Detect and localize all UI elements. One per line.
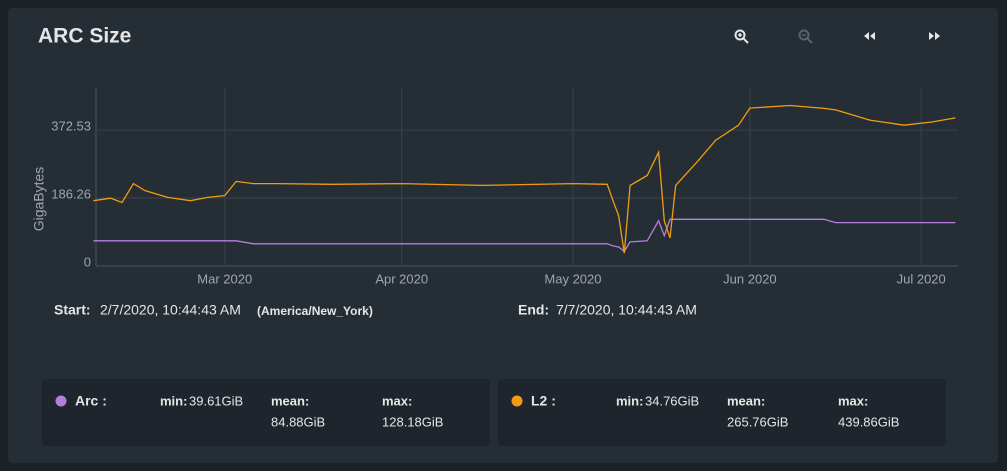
legend-box xyxy=(42,379,490,446)
stat-value: 439.86GiB xyxy=(838,414,899,429)
end-label: End: xyxy=(518,302,549,318)
stat-value: 265.76GiB xyxy=(727,414,788,429)
legend-name: L2 : xyxy=(531,393,556,409)
stat-value: 34.76GiB xyxy=(645,393,699,408)
stat-label: mean: xyxy=(271,393,309,408)
stat-value: 39.61GiB xyxy=(189,393,243,408)
series-line xyxy=(93,218,956,253)
x-tick-label: May 2020 xyxy=(544,271,601,286)
y-axis-label: GigaBytes xyxy=(31,167,47,232)
y-tick-label: 372.53 xyxy=(51,119,91,134)
start-label: Start: xyxy=(54,302,91,318)
timezone: (America/New_York) xyxy=(257,304,373,318)
stat-label: max: xyxy=(382,393,412,408)
chart-title: ARC Size xyxy=(38,25,131,48)
stat-value: 128.18GiB xyxy=(382,414,443,429)
x-tick-label: Jul 2020 xyxy=(897,271,946,286)
forward-button[interactable] xyxy=(929,32,940,40)
end-value: 7/7/2020, 10:44:43 AM xyxy=(556,302,697,318)
stat-value: 84.88GiB xyxy=(271,414,325,429)
y-tick-label: 186.26 xyxy=(51,186,91,201)
series-line xyxy=(93,104,956,254)
stat-label: mean: xyxy=(727,393,765,408)
x-tick-label: Jun 2020 xyxy=(723,271,777,286)
zoom-in-button[interactable] xyxy=(734,29,749,44)
legend-dot xyxy=(511,395,523,407)
x-tick-label: Apr 2020 xyxy=(375,271,428,286)
stat-label: max: xyxy=(838,393,868,408)
legend-name: Arc : xyxy=(75,393,107,409)
start-value: 2/7/2020, 10:44:43 AM xyxy=(100,302,241,318)
stat-label: min: xyxy=(616,393,643,408)
x-tick-label: Mar 2020 xyxy=(197,271,252,286)
panel-bg xyxy=(8,8,998,463)
legend-dot xyxy=(55,395,67,407)
rewind-button[interactable] xyxy=(864,32,875,40)
zoom-out-button[interactable] xyxy=(798,29,813,44)
legend-box xyxy=(498,379,946,446)
stat-label: min: xyxy=(160,393,187,408)
y-tick-label: 0 xyxy=(84,254,91,269)
